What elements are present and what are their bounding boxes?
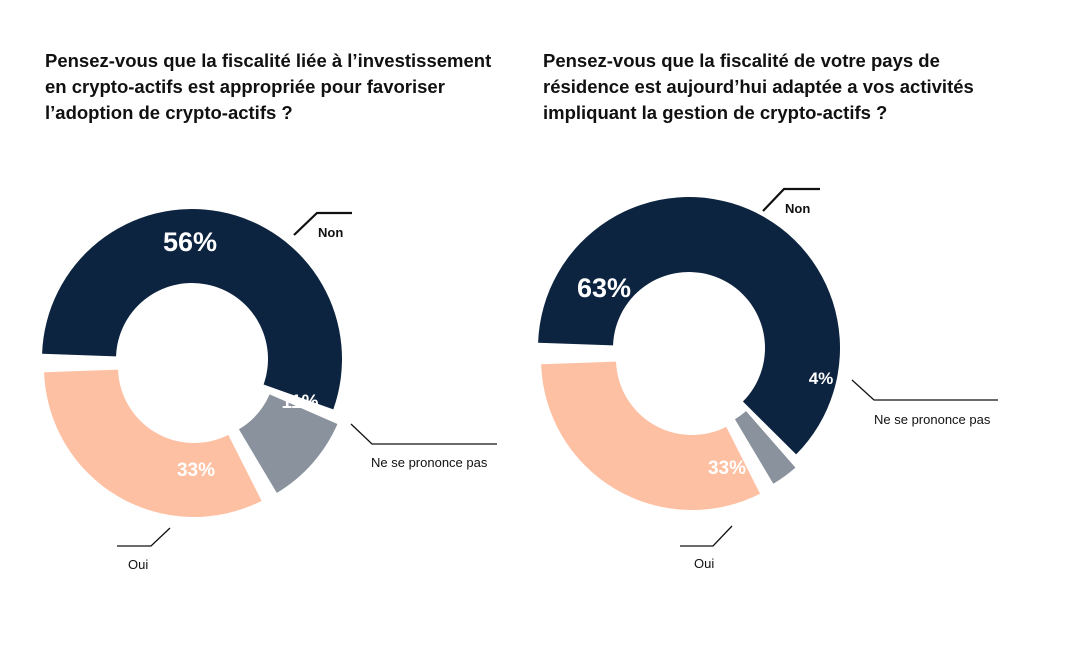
- donut-chart-2: 63% 4% 33% Non Ne se prononce pas Oui: [538, 187, 998, 571]
- value-label-oui: 33%: [708, 458, 746, 479]
- category-label-non: Non: [785, 201, 810, 216]
- category-label-ne-se-prononce-pas: Ne se prononce pas: [874, 412, 991, 427]
- leader-line-ne-se-prononce-pas: [851, 379, 998, 401]
- category-label-oui: Oui: [128, 557, 148, 572]
- slice-non: [538, 197, 840, 455]
- value-label-ne-se-prononce-pas: 4%: [809, 369, 834, 388]
- leader-line-oui: [680, 525, 733, 547]
- value-label-non: 56%: [163, 227, 217, 257]
- slice-oui: [44, 369, 262, 518]
- category-label-non: Non: [318, 225, 343, 240]
- slice-ne-se-prononce-pas: [238, 394, 338, 493]
- category-label-ne-se-prononce-pas: Ne se prononce pas: [371, 455, 488, 470]
- slice-oui: [541, 361, 761, 510]
- slice-non: [42, 209, 342, 410]
- value-label-oui: 33%: [177, 460, 215, 481]
- category-label-oui: Oui: [694, 556, 714, 571]
- leader-line-non: [293, 211, 352, 236]
- value-label-ne-se-prononce-pas: 11%: [282, 392, 319, 413]
- leader-line-oui: [117, 527, 171, 547]
- value-label-non: 63%: [577, 273, 631, 303]
- leader-line-ne-se-prononce-pas: [350, 423, 497, 445]
- donut-chart-1: 56% 11% 33% Non Ne se prononce pas Oui: [42, 209, 497, 572]
- chart-2-title: Pensez-vous que la fiscalité de votre pa…: [543, 50, 974, 123]
- chart-1-title: Pensez-vous que la fiscalité liée à l’in…: [45, 50, 492, 123]
- slice-ne-se-prononce-pas: [734, 411, 796, 484]
- leader-line-non: [762, 187, 820, 212]
